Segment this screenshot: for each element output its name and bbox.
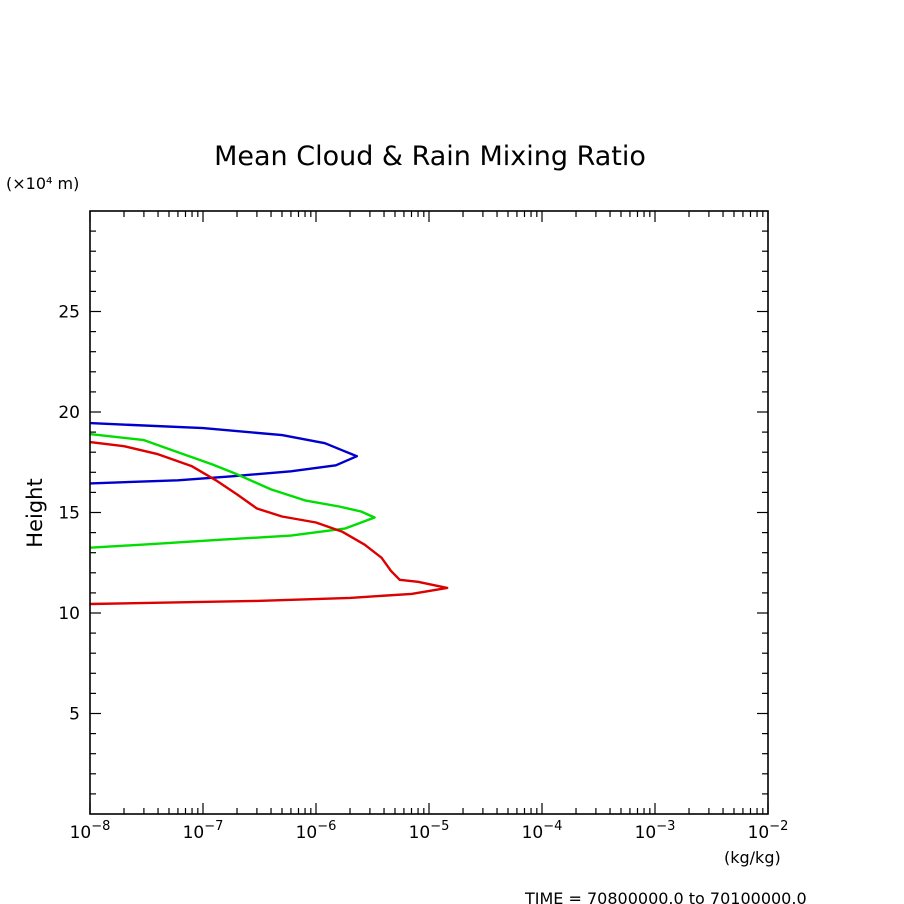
y-tick-labels: 5 10 15 20 25 (58, 303, 80, 725)
y-axis-units: (×10⁴ m) (6, 174, 79, 193)
axis-ticks (89, 211, 769, 814)
x-tick-label: 10−2 (748, 819, 789, 843)
y-tick-label: 10 (58, 604, 80, 624)
series-line-2 (89, 432, 376, 549)
plot-frame (89, 210, 769, 815)
series-line-3 (89, 440, 449, 606)
x-tick-label: 10−7 (183, 819, 224, 843)
x-tick-labels: 10−8 10−7 10−6 10−5 10−4 10−3 10−2 (70, 819, 789, 843)
x-axis-units: (kg/kg) (724, 848, 781, 867)
chart-title: Mean Cloud & Rain Mixing Ratio (214, 141, 646, 172)
y-tick-label: 15 (58, 504, 80, 524)
x-tick-label: 10−8 (70, 819, 111, 843)
footer-time-range: TIME = 70800000.0 to 70100000.0 (524, 889, 807, 904)
y-tick-label: 20 (58, 403, 80, 423)
y-tick-label: 5 (69, 705, 80, 725)
x-tick-label: 10−3 (635, 819, 676, 843)
x-tick-label: 10−5 (409, 819, 450, 843)
series-line-1 (89, 421, 359, 485)
x-tick-label: 10−4 (522, 819, 563, 843)
y-axis-label: Height (23, 478, 47, 547)
y-tick-label: 25 (58, 303, 80, 323)
x-tick-label: 10−6 (296, 819, 337, 843)
data-series (89, 421, 449, 606)
